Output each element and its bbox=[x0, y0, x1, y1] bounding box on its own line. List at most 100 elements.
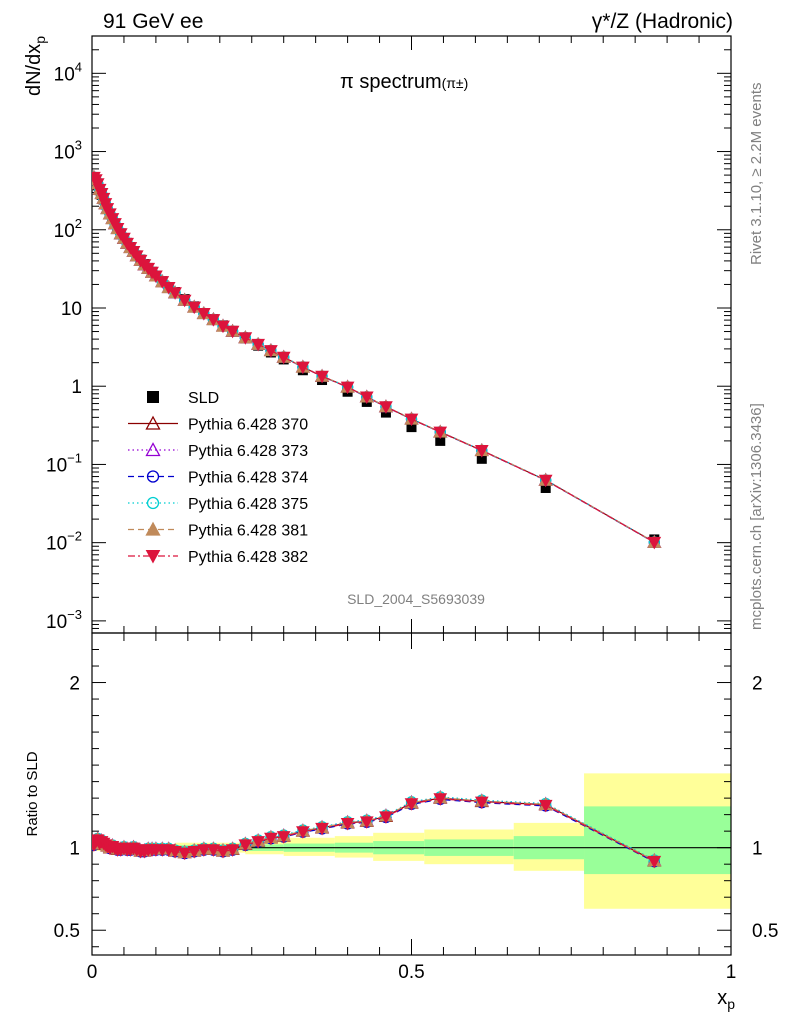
mc-ratio-point bbox=[225, 844, 240, 857]
mc-ratio-point bbox=[315, 822, 329, 836]
legend-marker bbox=[145, 415, 161, 430]
mc-ratio-point bbox=[647, 855, 662, 869]
mc-ratio-point bbox=[238, 839, 253, 852]
mc-ratio-point bbox=[379, 811, 393, 824]
ratio-uncertainty-bands bbox=[92, 773, 731, 909]
mc-series-line bbox=[93, 176, 655, 543]
mc-ratio-point bbox=[404, 798, 419, 811]
header-right: γ*/Z (Hadronic) bbox=[592, 10, 733, 33]
legend-item: Pythia 6.428 370 bbox=[128, 415, 308, 434]
x-tick-label: 0.5 bbox=[398, 962, 424, 983]
y-tick-label: 10 bbox=[61, 299, 82, 320]
mc-series-line bbox=[93, 176, 655, 543]
mc-ratio-point bbox=[433, 793, 448, 806]
mc-ratio-point bbox=[168, 845, 182, 859]
ratio-axes: 0.5 0.5 1 1 2 2 0 0.5 1 bbox=[54, 633, 778, 983]
mc-data-point bbox=[238, 332, 253, 345]
main-series bbox=[92, 169, 662, 550]
mc-data-point bbox=[196, 308, 211, 321]
mc-series bbox=[92, 171, 660, 549]
mc-data-point bbox=[168, 287, 182, 300]
y-tick-label: 103 bbox=[54, 138, 82, 164]
mc-ratio-point bbox=[206, 844, 221, 857]
mc-data-point bbox=[474, 445, 489, 458]
mc-ratio-point bbox=[187, 845, 202, 859]
mc-ratio-point bbox=[359, 816, 374, 829]
analysis-watermark: SLD_2004_S5693039 bbox=[347, 591, 485, 607]
legend: SLD Pythia 6.428 370 Pythia 6.428 373 Pythi… bbox=[128, 390, 308, 566]
legend-label: Pythia 6.428 374 bbox=[188, 470, 308, 487]
sld-data-point bbox=[540, 482, 551, 493]
legend-label: Pythia 6.428 381 bbox=[188, 523, 308, 540]
legend-item: Pythia 6.428 382 bbox=[128, 549, 308, 566]
ratio-y-tick-label: 2 bbox=[69, 674, 80, 695]
ratio-series bbox=[92, 789, 662, 869]
mc-data-point bbox=[276, 351, 291, 365]
mc-series-line bbox=[93, 176, 655, 543]
legend-marker bbox=[146, 470, 160, 483]
mc-ratio-point bbox=[276, 831, 291, 844]
mc-ratio-point bbox=[251, 836, 265, 849]
legend-marker bbox=[146, 496, 160, 510]
mc-ratio-point bbox=[538, 799, 553, 813]
mcplots-label: mcplots.cern.ch [arXiv:1306.3436] bbox=[748, 403, 765, 630]
y-tick-label: 10−1 bbox=[46, 450, 82, 476]
mc-data-point bbox=[251, 338, 265, 352]
mc-ratio-point bbox=[177, 847, 192, 861]
ratio-y-tick-label: 1 bbox=[69, 839, 80, 860]
y-tick-label: 102 bbox=[54, 216, 82, 242]
plot-title: π spectrum(π±) bbox=[340, 71, 468, 93]
mc-ratio-point bbox=[340, 817, 355, 831]
mc-data-point bbox=[359, 391, 374, 405]
mc-data-point bbox=[187, 301, 202, 315]
legend-label: Pythia 6.428 370 bbox=[188, 417, 308, 434]
mc-data-point bbox=[379, 401, 393, 414]
legend-marker bbox=[145, 442, 161, 457]
mc-data-point bbox=[216, 320, 230, 334]
mc-series bbox=[92, 169, 662, 548]
legend-item: Pythia 6.428 381 bbox=[128, 521, 308, 540]
mc-ratio-point bbox=[216, 845, 230, 859]
main-y-label: dN/dxp bbox=[23, 36, 48, 96]
mc-data-point bbox=[296, 361, 310, 375]
mc-data-point bbox=[315, 370, 329, 384]
mc-ratio-point bbox=[296, 826, 310, 839]
ratio-y-tick-label-right: 1 bbox=[752, 839, 763, 860]
ratio-y-tick-label-right: 0.5 bbox=[752, 921, 778, 942]
y-tick-label: 10−3 bbox=[46, 607, 82, 633]
ratio-y-label: Ratio to SLD bbox=[24, 751, 41, 836]
mc-data-point bbox=[433, 426, 448, 440]
mc-series-line bbox=[93, 176, 655, 543]
legend-marker bbox=[145, 550, 161, 564]
y-tick-label: 104 bbox=[54, 59, 82, 85]
x-tick-label: 1 bbox=[726, 962, 737, 983]
sld-data-point bbox=[476, 453, 487, 464]
mc-series-line bbox=[93, 176, 655, 543]
header-left: 91 GeV ee bbox=[103, 10, 203, 33]
mc-data-point bbox=[404, 413, 419, 427]
legend-label: Pythia 6.428 382 bbox=[188, 549, 308, 566]
mc-ratio-point bbox=[264, 832, 278, 846]
mc-data-point bbox=[340, 381, 355, 395]
legend-item: Pythia 6.428 375 bbox=[128, 496, 308, 513]
mc-data-point bbox=[206, 314, 221, 327]
x-tick-label: 0 bbox=[87, 962, 98, 983]
main-plot-frame bbox=[91, 35, 732, 634]
mc-series-line bbox=[93, 177, 655, 543]
y-tick-label: 1 bbox=[71, 377, 82, 398]
mc-series bbox=[92, 171, 660, 548]
mc-ratio-point bbox=[196, 844, 211, 857]
legend-item: Pythia 6.428 374 bbox=[128, 470, 308, 487]
sld-data-point bbox=[406, 422, 417, 433]
legend-marker bbox=[145, 521, 161, 536]
mc-ratio-series bbox=[92, 793, 662, 869]
mc-data-point bbox=[225, 325, 240, 339]
legend-label: Pythia 6.428 375 bbox=[188, 496, 308, 513]
x-axis-label: xp bbox=[717, 987, 735, 1012]
legend-item: SLD bbox=[147, 390, 219, 407]
rivet-label: Rivet 3.1.10, ≥ 2.2M events bbox=[748, 83, 765, 266]
legend-label: Pythia 6.428 373 bbox=[188, 443, 308, 460]
mc-series bbox=[92, 171, 662, 550]
mc-data-point bbox=[647, 536, 662, 550]
